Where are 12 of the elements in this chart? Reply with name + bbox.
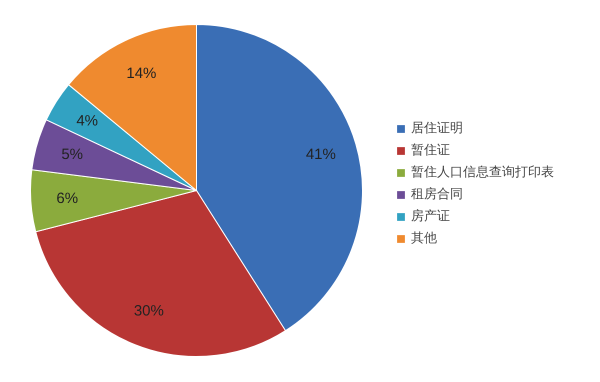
data-label: 30% [134,302,164,320]
data-label: 14% [126,64,156,82]
data-label: 6% [56,190,78,208]
data-label: 41% [306,146,336,163]
legend-label: 暂住证 [411,142,450,159]
legend-label: 居住证明 [411,120,463,137]
legend-label: 暂住人口信息查询打印表 [411,164,554,181]
legend-label: 租房合同 [411,186,463,203]
data-label: 4% [76,112,98,130]
data-label: 5% [61,146,84,163]
legend-label: 其他 [411,230,437,247]
legend-label: 房产证 [411,208,450,225]
